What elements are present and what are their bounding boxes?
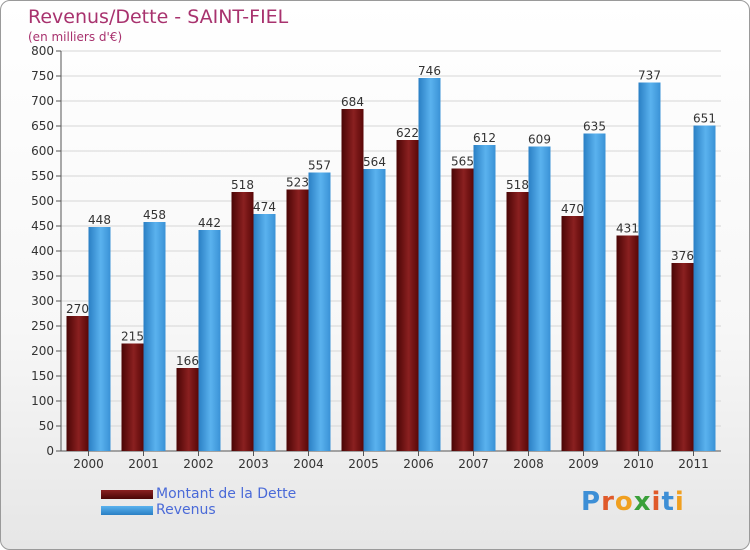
bar-revenue (583, 133, 606, 451)
bar-debt (121, 343, 144, 451)
data-label: 622 (396, 126, 419, 140)
bar-revenue (418, 78, 441, 451)
x-tick-label: 2009 (568, 457, 599, 471)
data-label: 609 (528, 133, 551, 147)
y-tick-label: 750 (31, 69, 54, 83)
x-tick-label: 2006 (403, 457, 434, 471)
data-label: 474 (253, 200, 276, 214)
bar-debt (396, 140, 419, 451)
data-label: 448 (88, 213, 111, 227)
y-tick-label: 800 (31, 44, 54, 58)
data-label: 518 (506, 178, 529, 192)
bar-debt (176, 368, 199, 451)
x-tick-label: 2000 (73, 457, 104, 471)
data-label: 270 (66, 302, 89, 316)
y-tick-label: 350 (31, 269, 54, 283)
y-tick-label: 550 (31, 169, 54, 183)
data-label: 518 (231, 178, 254, 192)
data-label: 612 (473, 131, 496, 145)
bar-revenue (693, 125, 716, 451)
y-tick-label: 400 (31, 244, 54, 258)
x-tick-label: 2007 (458, 457, 489, 471)
y-tick-label: 600 (31, 144, 54, 158)
bar-revenue (308, 172, 331, 451)
y-tick-label: 650 (31, 119, 54, 133)
x-tick-label: 2011 (678, 457, 709, 471)
bar-debt (231, 192, 254, 451)
bar-debt (561, 216, 584, 451)
axes: 0 50 100 150 200 250 300 350 400 450 500 550 600 650 7… (31, 44, 721, 471)
chart-subtitle: (en milliers d'€) (28, 30, 123, 44)
y-tick-label: 250 (31, 319, 54, 333)
data-label: 215 (121, 330, 144, 344)
bar-debt (66, 316, 89, 451)
bar-revenue (363, 169, 386, 451)
bar-revenue (638, 82, 661, 451)
data-label: 746 (418, 64, 441, 78)
bar-debt (616, 235, 639, 451)
bar-revenue (143, 222, 166, 451)
data-label: 442 (198, 216, 221, 230)
bar-revenue (253, 214, 276, 451)
x-tick-label: 2003 (238, 457, 269, 471)
bar-debt (341, 109, 364, 451)
data-label: 651 (693, 112, 716, 126)
y-tick-label: 450 (31, 219, 54, 233)
y-tick-label: 0 (46, 444, 54, 458)
data-label: 565 (451, 155, 474, 169)
x-tick-label: 2010 (623, 457, 654, 471)
data-label: 431 (616, 222, 639, 236)
y-tick-label: 700 (31, 94, 54, 108)
data-labels: 270 448 215 458 166 442 518 474 523 557 684 564 622 7… (66, 64, 716, 368)
x-tick-label: 2004 (293, 457, 324, 471)
data-label: 470 (561, 202, 584, 216)
x-tick-label: 2005 (348, 457, 379, 471)
y-tick-label: 150 (31, 369, 54, 383)
bar-debt (506, 192, 529, 451)
bar-debt (451, 168, 474, 451)
bar-revenue (198, 230, 221, 451)
data-label: 635 (583, 120, 606, 134)
data-label: 166 (176, 354, 199, 368)
data-label: 737 (638, 69, 661, 83)
x-tick-label: 2002 (183, 457, 214, 471)
bar-revenue (528, 146, 551, 451)
y-tick-label: 50 (39, 419, 54, 433)
bar-revenue (473, 145, 496, 451)
data-label: 523 (286, 176, 309, 190)
y-tick-label: 100 (31, 394, 54, 408)
grid-lines (61, 50, 721, 452)
legend-label-debt: Montant de la Dette (156, 486, 297, 502)
proxiti-logo: Proxiti (581, 487, 685, 517)
bar-debt (286, 189, 309, 451)
x-tick-label: 2008 (513, 457, 544, 471)
y-tick-label: 300 (31, 294, 54, 308)
x-tick-label: 2001 (128, 457, 159, 471)
legend-label-revenue: Revenus (156, 502, 216, 518)
data-label: 458 (143, 208, 166, 222)
y-tick-label: 500 (31, 194, 54, 208)
data-label: 684 (341, 95, 364, 109)
legend-swatch-debt (101, 490, 153, 499)
bar-revenue (88, 227, 111, 451)
bars (66, 78, 716, 451)
y-tick-label: 200 (31, 344, 54, 358)
legend-swatch-revenue (101, 506, 153, 515)
bar-debt (671, 263, 694, 451)
data-label: 564 (363, 155, 386, 169)
data-label: 557 (308, 159, 331, 173)
data-label: 376 (671, 249, 694, 263)
chart-title: Revenus/Dette - SAINT-FIEL (28, 6, 289, 28)
